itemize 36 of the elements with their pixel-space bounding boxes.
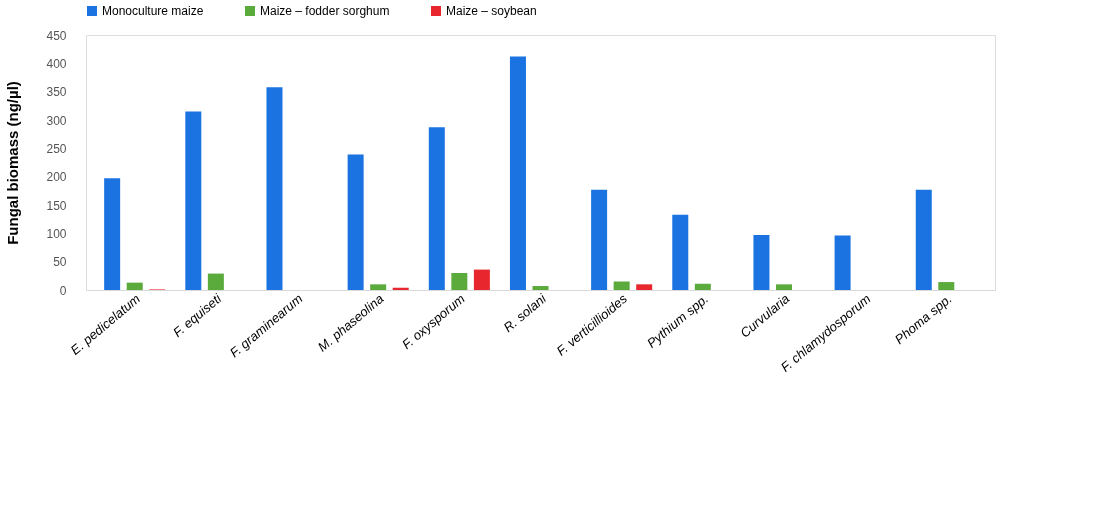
y-tick-label: 0	[59, 283, 67, 298]
bar	[451, 273, 468, 290]
y-tick-label: 400	[46, 56, 67, 71]
bar	[104, 178, 121, 290]
bar	[753, 235, 770, 290]
y-axis-title: Fungal biomass (ng/µl)	[4, 81, 22, 245]
bar	[915, 189, 932, 290]
bar	[509, 56, 526, 290]
bar	[672, 214, 689, 290]
bar	[428, 127, 445, 290]
y-tick-label: 50	[53, 255, 67, 270]
bar	[775, 284, 792, 290]
bar	[347, 154, 364, 290]
y-tick-label: 450	[46, 28, 67, 43]
bar	[834, 235, 851, 290]
bar	[473, 269, 490, 290]
bar	[126, 282, 143, 290]
legend-label: Maize – fodder sorghum	[260, 4, 390, 18]
y-tick-label: 150	[46, 198, 67, 213]
bar	[207, 273, 224, 290]
legend-label: Monoculture maize	[102, 4, 204, 18]
bar	[185, 111, 202, 290]
legend-label: Maize – soybean	[446, 4, 537, 18]
bar	[591, 189, 608, 290]
bar	[532, 286, 549, 290]
y-tick-label: 300	[46, 113, 67, 128]
bar	[266, 87, 283, 290]
bar	[694, 283, 711, 290]
y-tick-label: 250	[46, 141, 67, 156]
bar	[613, 281, 630, 290]
y-tick-label: 100	[46, 226, 67, 241]
y-tick-label: 200	[46, 170, 67, 185]
bar	[636, 284, 653, 290]
bar	[370, 284, 387, 290]
bar	[938, 282, 955, 290]
y-tick-label: 350	[46, 85, 67, 100]
